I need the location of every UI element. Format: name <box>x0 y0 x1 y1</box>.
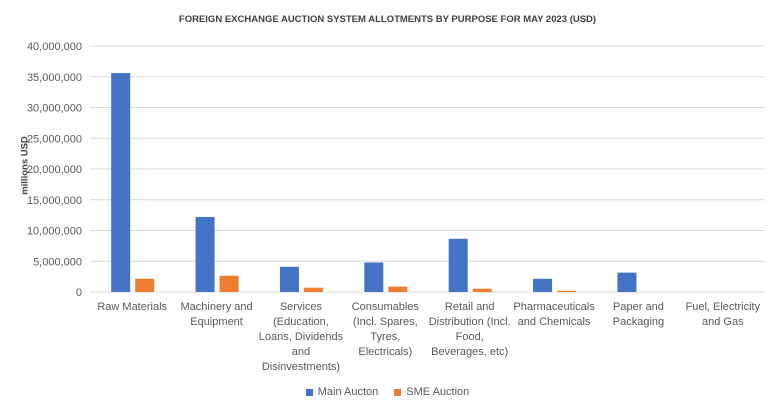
x-tick-label: Raw Materials <box>97 301 168 313</box>
bar-main <box>195 216 215 292</box>
bar-main <box>448 238 468 292</box>
bar-sme <box>135 278 155 292</box>
y-tick-label: 5,000,000 <box>33 256 82 268</box>
bar-main <box>111 73 131 292</box>
x-tick-label: Fuel, Electricity and Gas <box>685 301 761 328</box>
legend-swatch <box>394 388 402 396</box>
bar-sme <box>303 287 323 292</box>
legend-label: Main Aucton <box>317 386 379 398</box>
bar-main <box>533 278 553 292</box>
y-tick-label: 0 <box>76 287 82 299</box>
legend: Main Aucton SME Auction <box>0 386 775 399</box>
legend-item: SME Auction <box>394 386 469 398</box>
y-tick-label: 30,000,000 <box>27 103 82 115</box>
bar-sme <box>219 275 239 292</box>
bar-main <box>617 272 637 292</box>
y-tick-label: 25,000,000 <box>27 133 82 145</box>
legend-item: Main Aucton <box>305 386 379 398</box>
bar-main <box>279 266 299 292</box>
y-tick-label: 10,000,000 <box>27 226 82 238</box>
bar-sme <box>388 286 408 292</box>
legend-label: SME Auction <box>406 386 470 398</box>
bar-sme <box>472 288 492 292</box>
y-tick-label: 15,000,000 <box>27 195 82 207</box>
x-tick-label: Paper and Packaging <box>612 301 665 328</box>
x-tick-label: Pharmaceuticals and Chemicals <box>513 301 595 328</box>
y-tick-label: 40,000,000 <box>27 41 82 53</box>
bar-sme <box>557 290 577 292</box>
x-tick-label: Retail and Distribution (Incl. Food, Bev… <box>428 301 511 358</box>
y-tick-label: 35,000,000 <box>27 72 82 84</box>
x-tick-label: Consumables (Incl. Spares, Tyres, Electr… <box>351 301 419 358</box>
x-tick-label: Machinery and Equipment <box>180 301 253 328</box>
legend-swatch <box>305 388 313 396</box>
chart-title: FOREIGN EXCHANGE AUCTION SYSTEM ALLOTMEN… <box>178 14 597 25</box>
y-tick-label: 20,000,000 <box>27 164 82 176</box>
x-tick-label: Services (Education, Loans, Dividends an… <box>258 301 344 373</box>
bar-main <box>364 262 384 292</box>
